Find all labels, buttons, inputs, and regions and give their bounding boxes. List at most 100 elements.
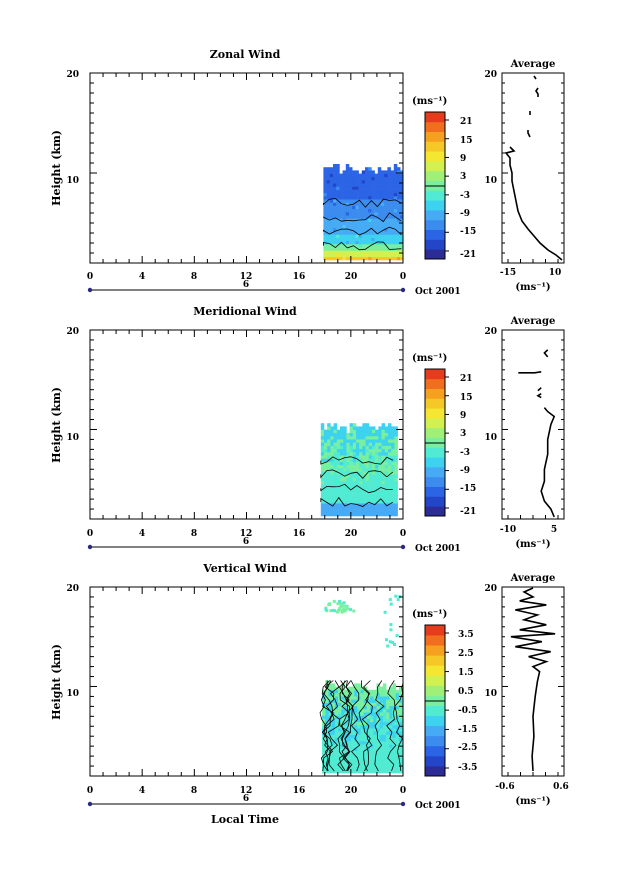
colorbar-tick: -21 <box>460 507 476 517</box>
heatmap-cell <box>398 763 403 767</box>
contour-line <box>341 680 354 772</box>
heatmap-cell <box>381 442 386 446</box>
contour-line <box>323 198 402 208</box>
heatmap-cell <box>354 750 358 755</box>
heatmap-cell <box>385 638 388 642</box>
heatmap-cell <box>320 442 325 446</box>
heatmap-cell <box>331 757 336 761</box>
heatmap-cell <box>387 221 391 226</box>
heatmap-cell <box>338 769 342 774</box>
contour-line <box>323 212 402 223</box>
heatmap-cell <box>377 183 382 187</box>
heatmap-cell <box>361 196 366 200</box>
colorbar-swatch <box>425 635 445 646</box>
heatmap-cell <box>333 609 337 613</box>
heatmap-cell <box>323 186 327 190</box>
heatmap-cell <box>354 712 358 716</box>
heatmap-cell <box>397 218 401 222</box>
heatmap-cell <box>373 721 377 726</box>
heatmap-cell <box>370 741 374 745</box>
heatmap-cell <box>322 769 326 774</box>
heatmap-cell <box>340 448 344 453</box>
heatmap-cell <box>397 237 401 242</box>
heatmap-cell <box>386 737 390 742</box>
heatmap-cell <box>365 474 370 478</box>
heatmap-cell <box>372 509 376 514</box>
heatmap-cell <box>368 487 373 491</box>
heatmap-cell <box>354 689 358 694</box>
heatmap-cell <box>394 503 398 507</box>
heatmap-cell <box>371 247 375 251</box>
heatmap-cell <box>388 474 392 478</box>
heatmap-cell <box>346 458 350 462</box>
heatmap-cell <box>327 477 331 482</box>
heatmap-cell <box>360 763 364 767</box>
heatmap-cell <box>359 477 363 482</box>
heatmap-cell <box>338 600 342 603</box>
heatmap-cell <box>349 468 354 472</box>
heatmap-cell <box>324 474 328 478</box>
heatmap-cell <box>373 750 377 755</box>
heatmap-cell <box>333 487 338 491</box>
heatmap-cell <box>370 763 374 767</box>
heatmap-cell <box>371 180 375 184</box>
heatmap-cell <box>366 747 371 751</box>
heatmap-cell <box>363 705 368 710</box>
heatmap-cell <box>333 458 338 462</box>
heatmap-cell <box>391 640 395 644</box>
heatmap-cell <box>359 461 363 466</box>
heatmap-cell <box>363 718 368 723</box>
colorbar-swatch <box>425 665 445 676</box>
heatmap-cell <box>379 763 384 767</box>
heatmap-cell <box>346 464 350 469</box>
heatmap-cell <box>398 702 403 707</box>
heatmap-cell <box>382 769 387 774</box>
heatmap-cell <box>378 484 382 488</box>
heatmap-cell <box>336 231 340 235</box>
heatmap-cell <box>398 715 403 719</box>
heatmap-cell <box>376 686 380 691</box>
heatmap-cell <box>336 237 340 242</box>
heatmap-cell <box>354 763 358 767</box>
heatmap-cell <box>371 173 375 178</box>
heatmap-cell <box>349 180 353 184</box>
heatmap-cell <box>338 712 342 716</box>
heatmap-cell <box>341 747 345 751</box>
heatmap-cell <box>387 253 391 258</box>
heatmap-cell <box>377 180 382 184</box>
heatmap-cell <box>346 468 350 472</box>
profile-unit: (ms⁻¹) <box>515 282 550 293</box>
colorbar-tick: -0.5 <box>458 706 477 716</box>
heatmap-cell <box>366 709 371 713</box>
heatmap-cell <box>331 608 335 612</box>
heatmap-cell <box>377 218 382 222</box>
heatmap-cell <box>347 747 352 751</box>
heatmap-cell <box>358 202 363 206</box>
heatmap-cell <box>379 689 384 694</box>
heatmap-cell <box>326 205 331 210</box>
heatmap-cell <box>365 436 370 440</box>
heatmap-cell <box>329 253 334 258</box>
heatmap-cell <box>372 432 376 437</box>
heatmap-cell <box>358 240 363 245</box>
heatmap-cell <box>350 702 355 707</box>
heatmap-cell <box>331 753 336 758</box>
heatmap-cell <box>388 512 392 517</box>
heatmap-cell <box>352 445 357 450</box>
heatmap-cell <box>362 436 366 440</box>
heatmap-cell <box>390 173 395 178</box>
heatmap-cell <box>371 250 375 254</box>
heatmap-cell <box>326 199 331 203</box>
date-label: Oct 2001 <box>415 801 461 811</box>
heatmap-cell <box>374 208 379 213</box>
heatmap-cell <box>360 744 364 748</box>
heatmap-cell <box>370 699 374 703</box>
heatmap-cell <box>344 753 348 758</box>
heatmap-cell <box>338 741 342 745</box>
heatmap-cell <box>347 725 352 729</box>
heatmap-cell <box>377 170 382 174</box>
heatmap-cell <box>326 196 331 200</box>
heatmap-cell <box>381 432 386 437</box>
heatmap-cell <box>331 734 336 739</box>
heatmap-cell <box>338 709 342 713</box>
